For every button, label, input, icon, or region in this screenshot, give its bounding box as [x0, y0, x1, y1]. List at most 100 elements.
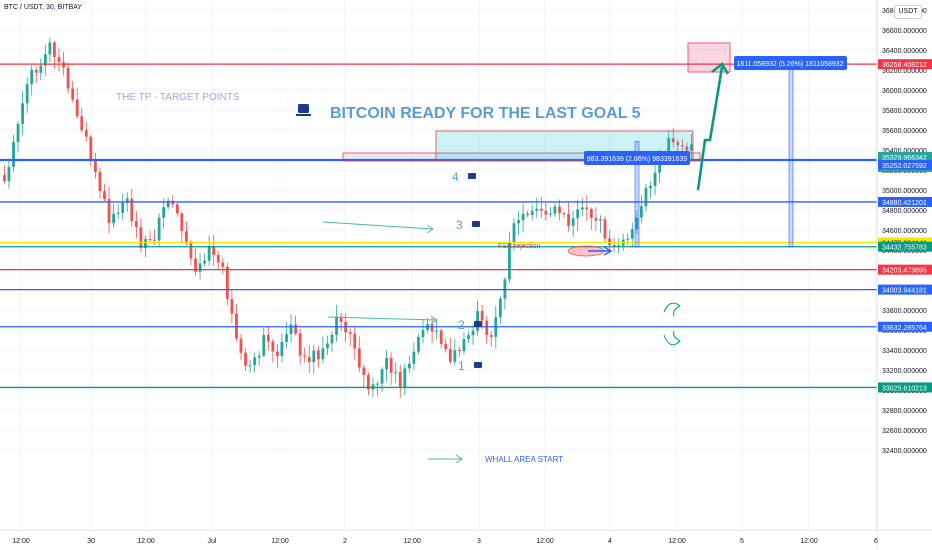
coffee-icon [472, 221, 480, 227]
time-axis[interactable] [0, 530, 877, 550]
candle-body [25, 84, 29, 104]
candle-body [43, 54, 47, 66]
candle-body [508, 243, 511, 280]
price-label: 34880.421201 [882, 200, 927, 207]
candle-body [285, 334, 288, 342]
candle-body [57, 57, 61, 63]
candle-body [558, 206, 561, 214]
swirl-up-icon [663, 302, 681, 317]
candle-body [608, 238, 611, 246]
y-tick-label: 33400.000000 [882, 348, 927, 355]
candle-body [690, 144, 693, 151]
candle-body [212, 246, 216, 255]
candle-body [7, 166, 11, 182]
candle-body [89, 136, 93, 160]
pointer-arrow [322, 221, 434, 230]
candle-body [216, 254, 220, 263]
candle-body [235, 313, 238, 339]
price-axis[interactable] [877, 0, 932, 550]
candle-body [585, 207, 589, 209]
x-tick-label: 12:00 [137, 538, 155, 545]
projection-arrow[interactable] [696, 66, 724, 191]
candle-body [517, 220, 520, 224]
candle-body [489, 335, 493, 337]
candle-body [280, 341, 284, 357]
candle-body [194, 258, 197, 272]
candle-body [307, 356, 311, 363]
x-tick-label: 4 [608, 538, 612, 545]
candle-body [385, 357, 388, 370]
candle-body [421, 330, 425, 338]
y-tick-label: 35600.000000 [882, 128, 927, 135]
candle-body [412, 351, 416, 364]
price-label-bg [878, 382, 932, 393]
candle-body [225, 266, 229, 300]
candle-body [589, 208, 593, 218]
candle-body [21, 103, 24, 124]
y-tick-label: 32400.000000 [882, 448, 927, 455]
measure-range-big[interactable] [788, 65, 794, 248]
x-tick-label: 6 [874, 538, 878, 545]
swirl-down-icon [663, 330, 681, 346]
price-label-bg [878, 264, 932, 275]
measure-range-small[interactable] [634, 141, 640, 248]
candle-body [303, 355, 307, 357]
candle-body [185, 231, 188, 244]
pointer-arrowhead [455, 454, 463, 464]
candle-body [198, 263, 202, 272]
candle-body [430, 324, 434, 332]
x-tick-label: 5 [740, 538, 744, 545]
x-tick-label: 12:00 [800, 538, 818, 545]
price-label-bg [878, 152, 932, 163]
candle-body [144, 239, 147, 249]
candle-body [530, 210, 534, 215]
candle-body [680, 145, 684, 147]
pointer-arrowhead [430, 315, 438, 325]
level-number-4: 4 [452, 170, 459, 184]
price-label-bg [878, 241, 932, 252]
candle-body [330, 334, 334, 344]
pointer-arrowhead [426, 224, 434, 234]
price-label: 34432.755783 [882, 245, 927, 252]
candle-body [153, 239, 156, 241]
candle-body [649, 186, 652, 189]
candle-body [467, 335, 470, 340]
candle-body [448, 348, 452, 362]
x-tick-label: 12:00 [536, 538, 554, 545]
candle-body [271, 341, 275, 352]
price-label: 35252.027592 [882, 163, 927, 170]
candle-body [394, 371, 398, 373]
x-tick-label: 2 [343, 538, 347, 545]
candle-body [203, 260, 206, 264]
price-label-bg [878, 321, 932, 332]
candle-body [380, 369, 384, 384]
coffee-icon-saucer [296, 114, 311, 116]
candle-body [676, 142, 680, 146]
level-number-2: 2 [458, 318, 465, 332]
candle-body [503, 279, 507, 299]
candle-body [539, 208, 543, 211]
candle-body [289, 324, 293, 335]
candle-body [353, 333, 357, 349]
y-tick-label: 35000.000000 [882, 188, 927, 195]
level-number-1: 1 [458, 359, 465, 373]
candle-body [444, 343, 448, 349]
price-label: 34003.944181 [882, 288, 927, 295]
candle-body [462, 339, 466, 352]
candle-body [685, 146, 689, 151]
candle-body [562, 213, 566, 215]
measure-label-big-bg [734, 56, 847, 70]
candle-body [230, 299, 234, 314]
candle-body [3, 175, 6, 182]
candle-body [121, 202, 125, 213]
candle-body [571, 218, 575, 226]
pointer-arrow [327, 316, 438, 321]
currency-button[interactable]: USDT [894, 5, 922, 19]
candle-body [134, 220, 138, 228]
x-tick-label: 12:00 [403, 538, 421, 545]
candle-body [357, 348, 361, 368]
level-number-3: 3 [456, 218, 463, 232]
candle-body [12, 142, 15, 167]
